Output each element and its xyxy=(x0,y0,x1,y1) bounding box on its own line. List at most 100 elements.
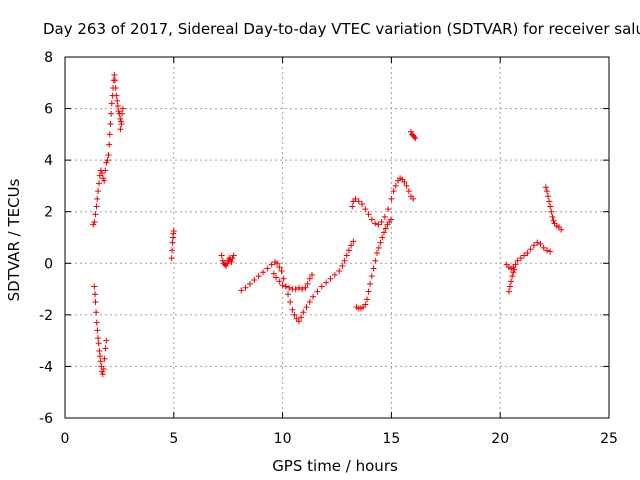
data-point xyxy=(95,340,102,347)
plot-frame xyxy=(64,56,610,419)
data-point xyxy=(336,268,343,275)
data-point xyxy=(306,275,313,282)
data-point xyxy=(367,280,374,287)
data-point xyxy=(372,220,379,227)
data-point xyxy=(119,105,126,112)
data-point xyxy=(295,318,302,325)
data-point xyxy=(287,298,294,305)
data-point xyxy=(289,306,296,313)
data-point xyxy=(343,252,350,259)
x-tick-labels: 0 5 10 15 20 25 xyxy=(61,431,618,447)
data-point xyxy=(286,284,293,291)
data-point xyxy=(547,203,554,210)
data-point xyxy=(359,200,366,207)
data-point xyxy=(558,226,565,233)
data-point xyxy=(111,72,118,79)
data-point xyxy=(103,159,110,166)
data-point xyxy=(546,198,553,205)
data-point xyxy=(524,249,531,256)
data-point xyxy=(517,255,524,262)
data-point xyxy=(548,208,555,215)
data-point xyxy=(229,255,236,262)
data-point xyxy=(349,203,356,210)
data-point xyxy=(372,257,379,264)
data-point xyxy=(412,135,419,142)
data-point xyxy=(543,188,550,195)
y-tick-label: -4 xyxy=(39,359,53,375)
data-point xyxy=(106,131,113,138)
data-point xyxy=(219,257,226,264)
data-point xyxy=(103,337,110,344)
data-point xyxy=(306,298,313,305)
data-point xyxy=(276,264,283,271)
data-point xyxy=(92,291,99,298)
data-marks xyxy=(90,72,565,378)
data-point xyxy=(385,206,392,213)
data-point xyxy=(95,188,102,195)
data-point xyxy=(91,219,98,226)
data-point xyxy=(298,314,305,321)
data-point xyxy=(285,291,292,298)
data-point xyxy=(93,309,100,316)
data-point xyxy=(97,353,104,360)
data-point xyxy=(540,244,547,251)
data-point xyxy=(107,121,114,128)
data-point xyxy=(350,238,357,245)
x-tick-label: 5 xyxy=(169,431,178,447)
data-point xyxy=(348,242,355,249)
data-point xyxy=(510,269,517,276)
data-point xyxy=(339,262,346,269)
data-point xyxy=(91,283,98,290)
data-point xyxy=(388,195,395,202)
data-point xyxy=(119,110,126,117)
data-point xyxy=(355,198,362,205)
data-point xyxy=(95,335,102,342)
data-point xyxy=(508,278,515,285)
data-point xyxy=(278,268,285,275)
data-point xyxy=(93,319,100,326)
data-point xyxy=(521,252,528,259)
data-point xyxy=(512,261,519,268)
data-point xyxy=(550,217,557,224)
data-point xyxy=(310,293,317,300)
data-point xyxy=(407,128,414,135)
data-point xyxy=(273,274,280,281)
data-point xyxy=(381,213,388,220)
data-point xyxy=(115,108,122,115)
data-point xyxy=(224,260,231,267)
data-point xyxy=(100,175,107,182)
grid xyxy=(65,57,609,418)
data-point xyxy=(375,244,382,251)
data-point xyxy=(99,371,106,378)
data-point xyxy=(401,179,408,186)
data-point xyxy=(218,252,225,259)
data-point xyxy=(542,184,549,191)
data-point xyxy=(169,239,176,246)
y-tick-label: 4 xyxy=(44,153,53,169)
data-point xyxy=(323,279,330,286)
data-point xyxy=(300,309,307,316)
data-point xyxy=(382,225,389,232)
y-tick-label: -6 xyxy=(39,411,53,427)
data-point xyxy=(238,287,245,294)
data-point xyxy=(279,282,286,289)
data-point xyxy=(168,255,175,262)
data-point xyxy=(534,239,541,246)
data-point xyxy=(291,311,298,318)
data-point xyxy=(98,170,105,177)
data-point xyxy=(506,283,513,290)
data-point xyxy=(94,195,101,202)
data-point xyxy=(314,288,321,295)
data-point xyxy=(302,284,309,291)
data-point xyxy=(106,141,113,148)
data-point xyxy=(308,271,315,278)
y-tick-label: 6 xyxy=(44,102,53,118)
data-point xyxy=(527,246,534,253)
data-point xyxy=(530,242,537,249)
data-point xyxy=(547,248,554,255)
data-point xyxy=(331,271,338,278)
data-point xyxy=(117,115,124,122)
data-point xyxy=(95,180,102,187)
data-point xyxy=(368,273,375,280)
